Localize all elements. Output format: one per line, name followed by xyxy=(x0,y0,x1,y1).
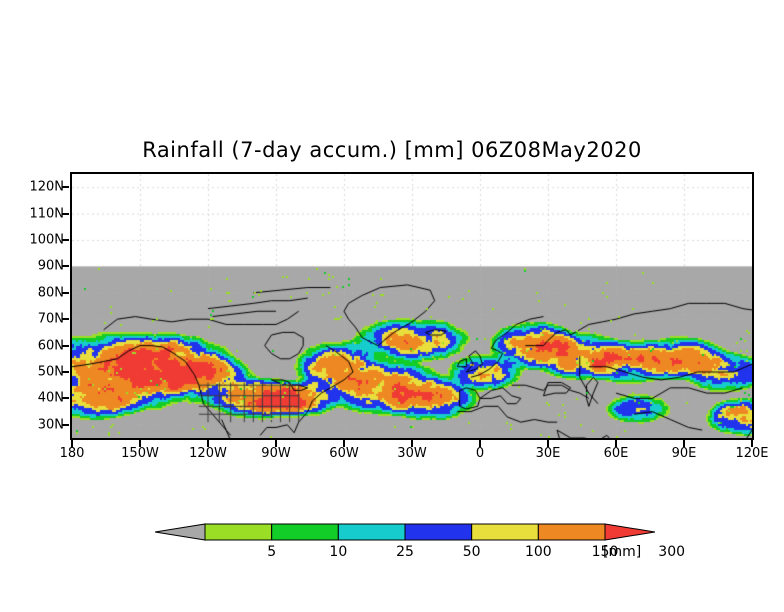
y-tick-label: 70N xyxy=(37,311,64,327)
y-tick-label: 60N xyxy=(37,338,64,354)
x-tick-label: 60E xyxy=(603,446,629,461)
y-tick-mark xyxy=(62,186,69,189)
colorbar-tick-label: 5 xyxy=(267,544,277,560)
colorbar-segment xyxy=(537,523,606,541)
x-tick-label: 120E xyxy=(735,446,769,461)
colorbar-tick-label: 50 xyxy=(462,544,481,560)
colorbar-over-arrow xyxy=(604,523,655,541)
x-tick-label: 90E xyxy=(671,446,697,461)
y-tick-label: 100N xyxy=(29,232,64,248)
colorbar-under-arrow xyxy=(155,523,206,541)
y-axis-tick-marks xyxy=(0,172,70,440)
x-tick-mark xyxy=(275,440,277,447)
x-tick-label: 0 xyxy=(475,446,485,461)
colorbar-units-label: [mm] xyxy=(603,544,642,560)
y-tick-label: 120N xyxy=(29,179,64,195)
y-tick-mark xyxy=(62,265,69,268)
colorbar-tick-label: 150 xyxy=(591,544,619,560)
x-tick-mark xyxy=(615,440,617,447)
x-tick-label: 60W xyxy=(329,446,359,461)
x-tick-label: 150W xyxy=(121,446,159,461)
y-tick-label: 80N xyxy=(37,285,64,301)
map-plot-area xyxy=(70,172,754,440)
y-tick-mark xyxy=(62,239,69,241)
y-tick-mark xyxy=(62,397,69,400)
colorbar-segment xyxy=(471,523,539,541)
colorbar-tick-label: 25 xyxy=(396,544,414,560)
colorbar-segment xyxy=(271,523,339,541)
y-tick-mark xyxy=(62,371,69,373)
colorbar-segment xyxy=(204,523,273,541)
x-tick-label: 30W xyxy=(397,446,427,461)
y-tick-label: 30N xyxy=(37,417,64,433)
x-tick-mark xyxy=(683,440,685,447)
page-title: Rainfall (7-day accum.) [mm] 06Z08May202… xyxy=(142,138,642,162)
y-tick-label: 40N xyxy=(37,390,64,406)
x-tick-mark xyxy=(479,440,481,447)
x-tick-label: 90W xyxy=(261,446,291,461)
y-axis-labels: 120N 110N 100N 90N 80N 70N 60N 50N 40N 30N xyxy=(8,172,64,440)
y-tick-mark xyxy=(62,423,69,426)
colorbar-legend: [mm] 5 10 25 50 100 150 300 xyxy=(155,520,685,566)
x-tick-mark xyxy=(139,440,141,447)
colorbar-swatches xyxy=(155,523,655,541)
y-tick-mark xyxy=(62,344,69,347)
colorbar-tick-label: 100 xyxy=(524,544,552,560)
x-tick-label: 30E xyxy=(535,446,561,461)
x-tick-mark xyxy=(207,440,209,447)
colorbar-tick-label: 300 xyxy=(658,544,686,560)
y-tick-label: 50N xyxy=(37,364,64,380)
y-tick-mark xyxy=(62,212,69,215)
x-axis-labels: 180 150W 120W 90W 60W 30W 0 30E 60E 90E 120E xyxy=(60,446,769,466)
y-tick-mark xyxy=(62,291,69,294)
x-tick-mark xyxy=(751,440,753,447)
colorbar-segment xyxy=(404,523,473,541)
x-tick-label: 120W xyxy=(189,446,227,461)
x-tick-mark xyxy=(343,440,345,447)
colorbar-segment xyxy=(337,523,406,541)
rainfall-raster xyxy=(72,174,752,438)
x-tick-mark xyxy=(411,440,413,447)
y-tick-mark xyxy=(62,318,69,321)
x-axis-tick-marks xyxy=(70,440,754,448)
x-tick-mark xyxy=(547,440,549,447)
x-tick-mark xyxy=(71,440,73,447)
colorbar-tick-label: 10 xyxy=(329,544,348,560)
y-tick-label: 90N xyxy=(37,258,64,274)
x-tick-label: 180 xyxy=(59,446,85,461)
y-tick-label: 110N xyxy=(29,206,64,222)
